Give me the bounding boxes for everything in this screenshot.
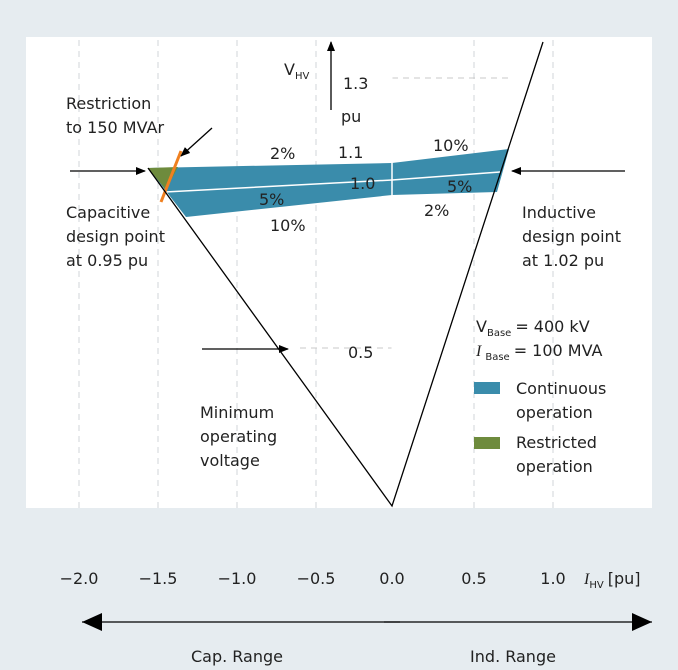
annotation: design point <box>66 227 165 246</box>
annotation: operating <box>200 427 277 446</box>
x-tick: 0.0 <box>379 569 404 588</box>
x-label: IHV [pu] <box>583 569 640 591</box>
annotation: voltage <box>200 451 260 470</box>
band-label: 2% <box>270 144 295 163</box>
annotation: Restriction <box>66 94 151 113</box>
annotation: to 150 MVAr <box>66 118 164 137</box>
legend-label: Continuous <box>516 379 606 398</box>
annotation: at 1.02 pu <box>522 251 604 270</box>
band-label: 2% <box>424 201 449 220</box>
restriction-arrow <box>180 127 213 157</box>
restricted-area <box>148 167 178 190</box>
y-unit: pu <box>341 107 361 126</box>
base-power: I Base = 100 MVA <box>475 341 603 363</box>
v-limit <box>147 41 544 508</box>
band-label: 5% <box>259 190 284 209</box>
legend-label: operation <box>516 457 593 476</box>
legend-label: operation <box>516 403 593 422</box>
range-label: Cap. Range <box>191 647 283 666</box>
x-tick: −1.0 <box>218 569 257 588</box>
y-tick: 0.5 <box>348 343 373 362</box>
y-tick: 1.0 <box>350 174 375 193</box>
grid <box>78 37 554 508</box>
y-tick: 1.1 <box>338 143 363 162</box>
x-tick: −2.0 <box>60 569 99 588</box>
restriction-line <box>159 150 183 203</box>
legend-swatch <box>474 382 500 394</box>
y-label: VHV <box>284 60 309 82</box>
legend-swatch <box>474 437 500 449</box>
x-ticks: −2.0 −1.5 −1.0 −0.5 0.0 0.5 1.0 <box>60 569 566 588</box>
annotation: Minimum <box>200 403 274 422</box>
legend-label: Restricted <box>516 433 597 452</box>
annotation: Inductive <box>522 203 596 222</box>
y-tick: 1.3 <box>343 74 368 93</box>
band-label: 10% <box>433 136 469 155</box>
annotation: Capacitive <box>66 203 150 222</box>
annotation: design point <box>522 227 621 246</box>
x-tick: −0.5 <box>297 569 336 588</box>
x-tick: −1.5 <box>139 569 178 588</box>
range-label: Ind. Range <box>470 647 556 666</box>
panel <box>26 37 652 508</box>
annotation: at 0.95 pu <box>66 251 148 270</box>
x-tick: 0.5 <box>461 569 486 588</box>
base-voltage: VBase = 400 kV <box>476 317 590 339</box>
x-tick: 1.0 <box>540 569 565 588</box>
band-label: 5% <box>447 177 472 196</box>
band-label: 10% <box>270 216 306 235</box>
